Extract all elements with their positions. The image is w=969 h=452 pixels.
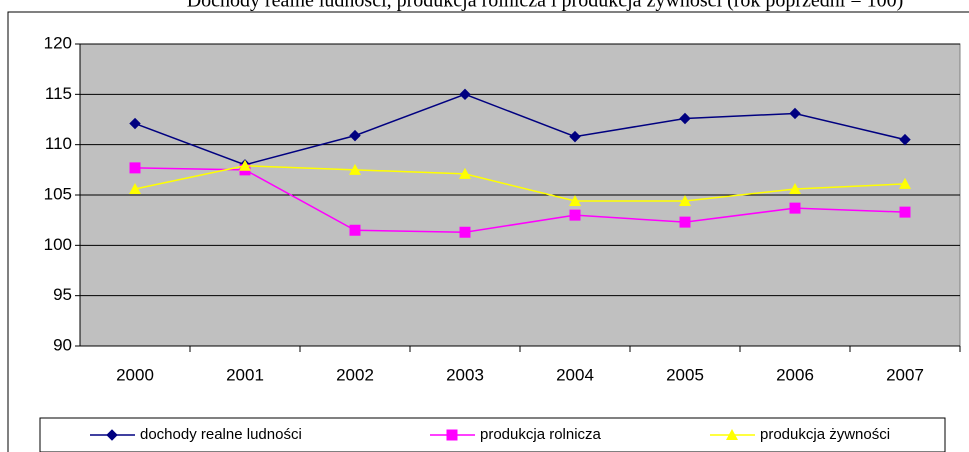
point <box>569 209 581 221</box>
point <box>129 117 141 130</box>
legend-text: produkcja rolnicza <box>480 426 602 443</box>
x-tick-label: 2005 <box>666 365 704 384</box>
point <box>349 129 361 142</box>
point <box>446 429 458 441</box>
point <box>459 167 471 179</box>
legend-text: dochody realne ludności <box>140 426 302 443</box>
point <box>129 162 141 174</box>
x-tick-label: 2007 <box>886 365 924 384</box>
x-tick-label: 2004 <box>556 365 594 384</box>
series-line <box>134 167 906 233</box>
point <box>679 195 691 207</box>
series-line <box>134 165 906 202</box>
chart-title: Dochody realne ludności, produkcja rolni… <box>187 0 904 12</box>
point <box>899 206 911 218</box>
x-tick-label: 2006 <box>776 365 814 384</box>
x-tick-label: 2002 <box>336 365 374 384</box>
point <box>459 226 471 238</box>
point <box>789 182 801 194</box>
point <box>459 88 471 101</box>
point <box>679 216 691 228</box>
point <box>899 133 911 146</box>
x-tick-label: 2000 <box>116 365 154 384</box>
y-tick-label: 110 <box>45 134 72 153</box>
y-tick-label: 100 <box>44 235 72 254</box>
y-tick-label: 120 <box>44 33 72 52</box>
y-tick-label: 95 <box>53 285 72 304</box>
point <box>129 182 141 194</box>
point <box>789 107 801 120</box>
legend <box>39 417 946 452</box>
y-tick-label: 115 <box>45 84 72 103</box>
y-tick-label: 90 <box>53 335 72 354</box>
y-tick-label: 105 <box>44 184 72 203</box>
x-tick-label: 2003 <box>446 365 484 384</box>
chart-frame <box>7 11 969 452</box>
point <box>239 159 251 171</box>
point <box>899 177 911 189</box>
point <box>106 429 118 441</box>
legend-text: produkcja żywności <box>760 426 890 443</box>
point <box>789 202 801 214</box>
series-line <box>134 93 906 166</box>
point <box>569 130 581 143</box>
point <box>726 429 738 440</box>
point <box>349 163 361 175</box>
point <box>569 195 581 207</box>
point <box>679 112 691 125</box>
x-tick-label: 2001 <box>226 365 264 384</box>
point <box>349 224 361 236</box>
